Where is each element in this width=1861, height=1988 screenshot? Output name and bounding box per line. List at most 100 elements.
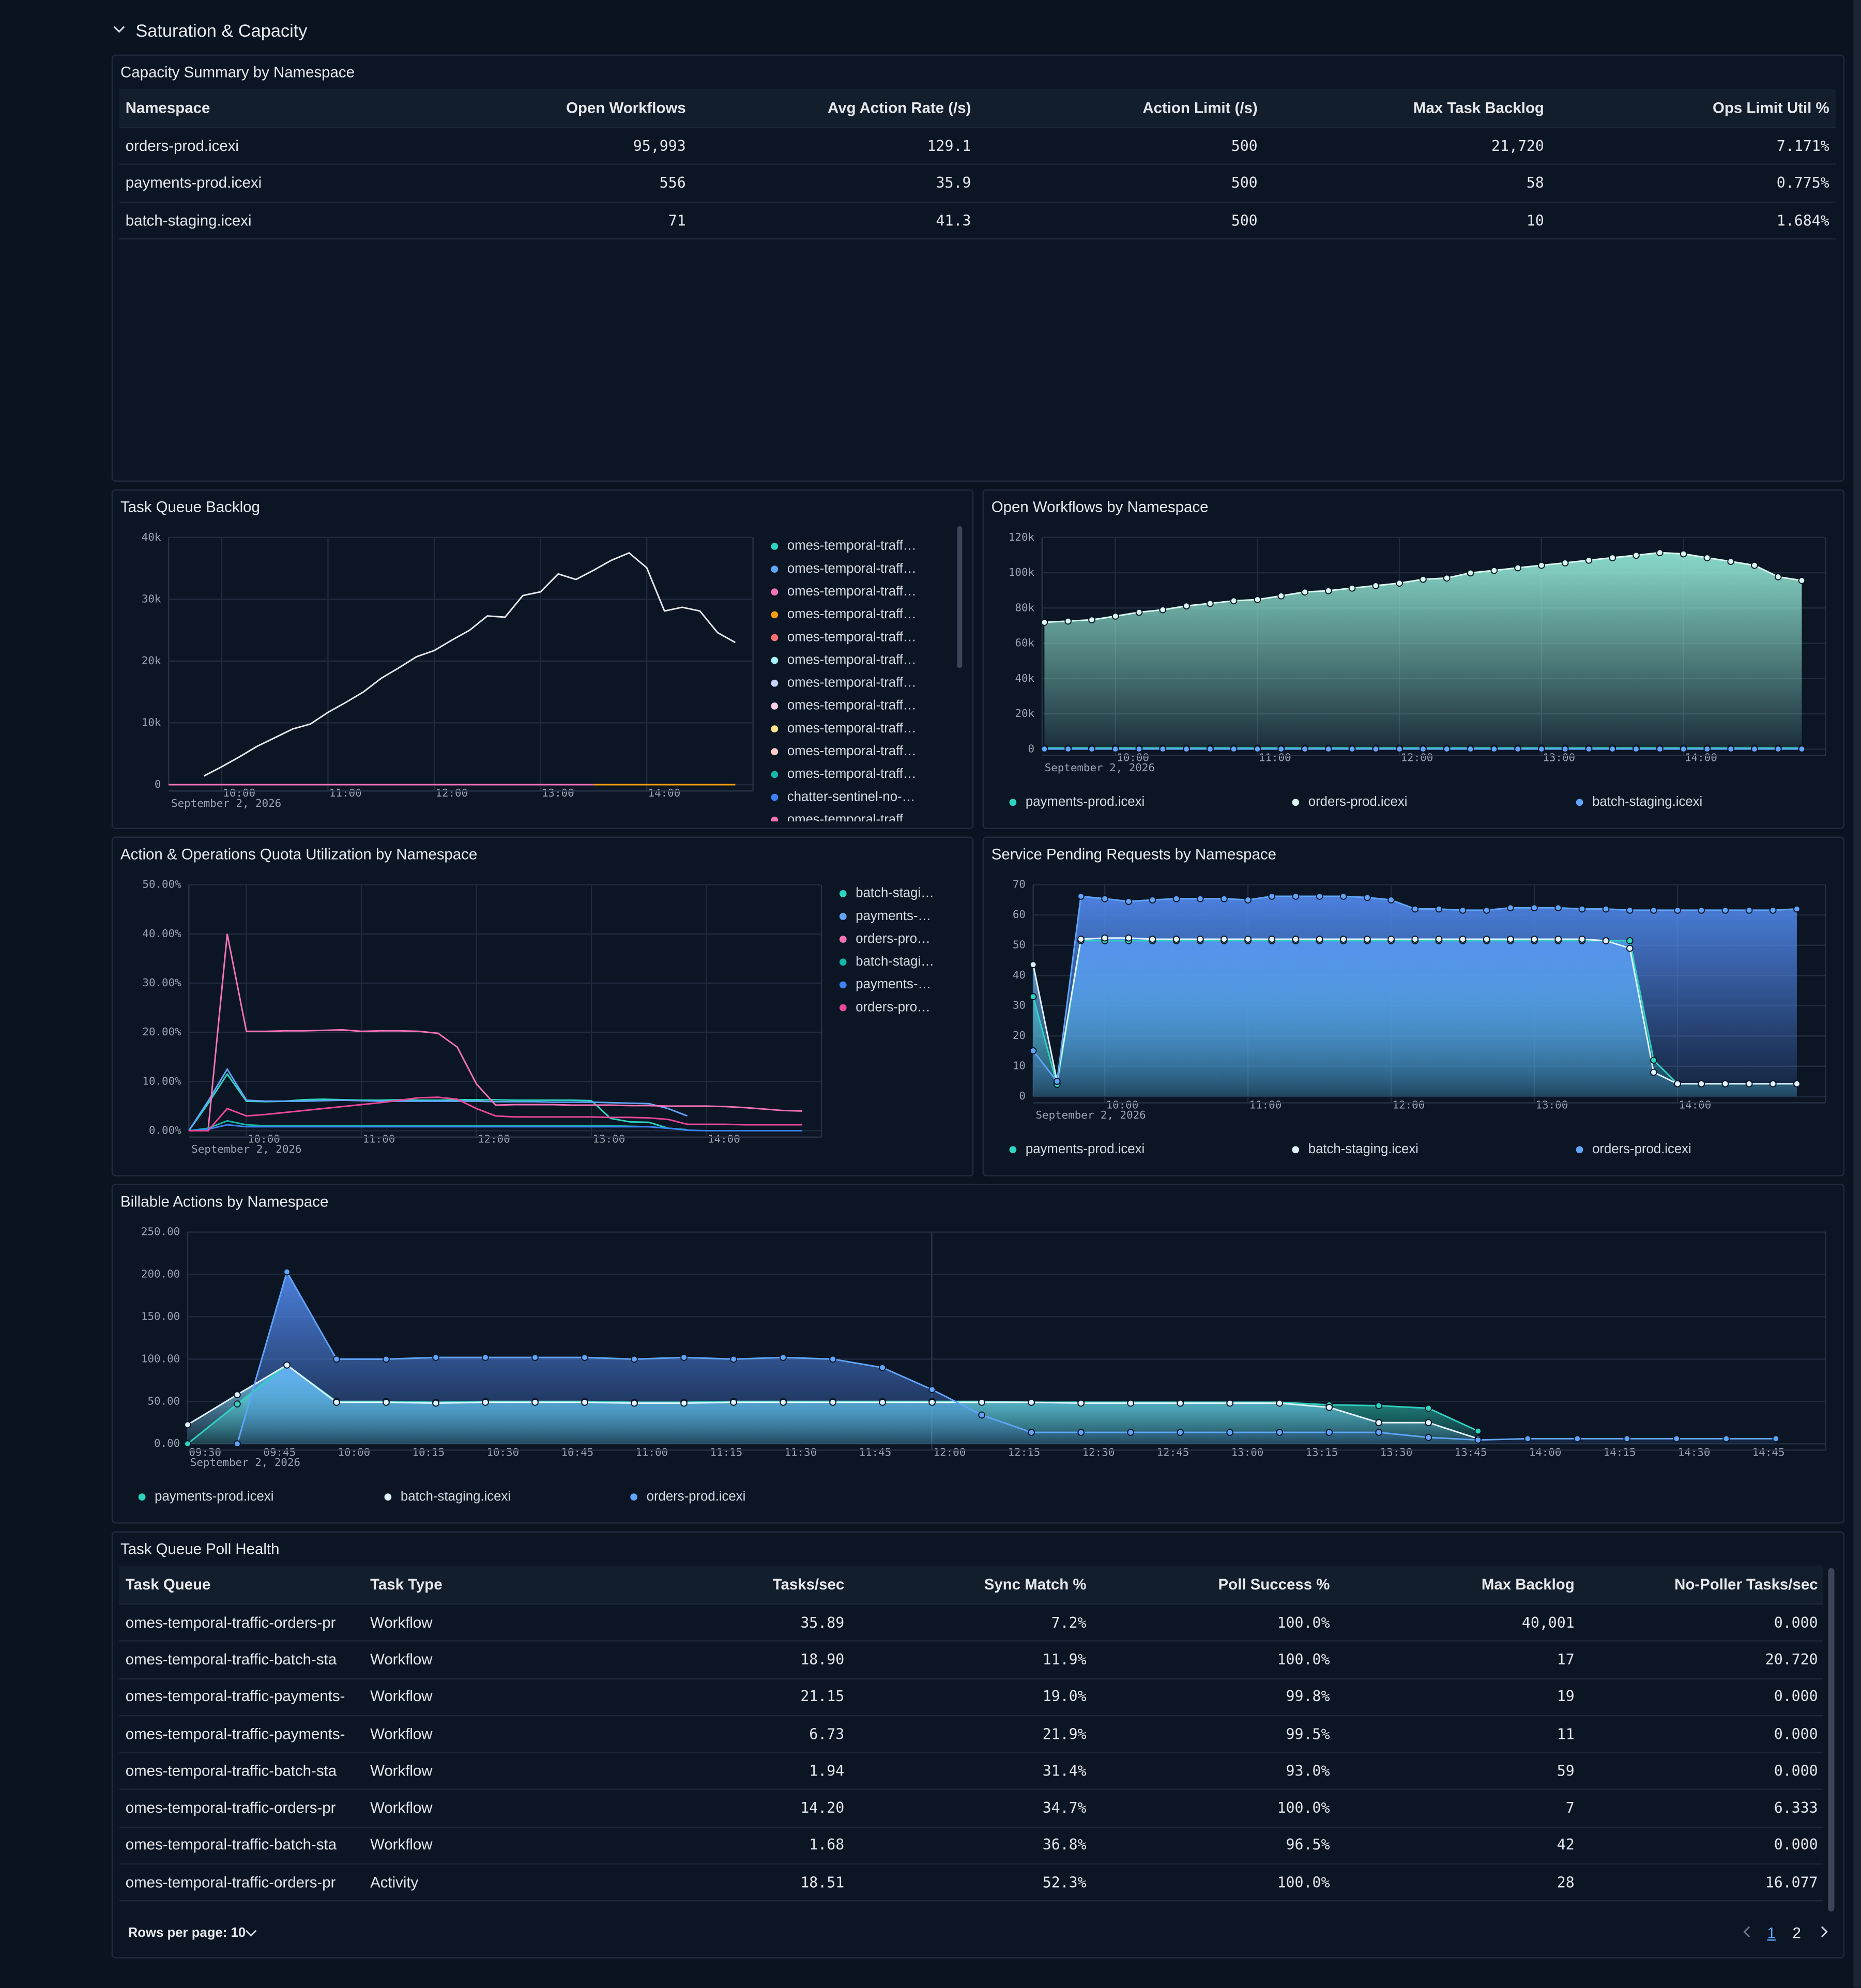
point bbox=[1467, 745, 1474, 753]
dropdown-chevron[interactable] bbox=[243, 1925, 258, 1940]
legend-label: payments-prod.icexi bbox=[1026, 794, 1145, 809]
point bbox=[1364, 936, 1371, 943]
point bbox=[1467, 569, 1474, 577]
y-tick-label: 250.00 bbox=[141, 1226, 180, 1238]
table-cell: Workflow bbox=[370, 1724, 433, 1742]
table-row bbox=[119, 1789, 1823, 1828]
point bbox=[1125, 934, 1133, 942]
next-page[interactable] bbox=[1817, 1924, 1832, 1939]
x-tick-label: 12:00 bbox=[478, 1133, 510, 1145]
point bbox=[283, 1361, 291, 1369]
point bbox=[1177, 1429, 1184, 1436]
point bbox=[1774, 745, 1782, 753]
table-cell: 0.000 bbox=[1774, 1836, 1818, 1854]
table-cell: 52.3% bbox=[1042, 1873, 1087, 1891]
rows-per-page[interactable]: Rows per page: 10 bbox=[128, 1925, 246, 1941]
point bbox=[780, 1354, 787, 1361]
table-cell: 0.000 bbox=[1774, 1762, 1818, 1780]
column-header: No-Poller Tasks/sec bbox=[1674, 1576, 1818, 1594]
table-cell: 31.4% bbox=[1042, 1762, 1087, 1780]
y-tick-label: 0.00 bbox=[154, 1437, 180, 1449]
column-header: Tasks/sec bbox=[772, 1576, 845, 1594]
point bbox=[1111, 745, 1119, 753]
point bbox=[730, 1355, 737, 1363]
date-label: September 2, 2026 bbox=[190, 1456, 300, 1469]
point bbox=[1772, 1435, 1780, 1443]
point bbox=[1650, 1057, 1657, 1064]
point bbox=[1609, 554, 1616, 561]
point bbox=[1514, 564, 1521, 572]
point bbox=[1125, 898, 1133, 905]
table-row bbox=[119, 1715, 1823, 1753]
page-link[interactable]: 1 bbox=[1767, 1924, 1776, 1942]
panel bbox=[111, 489, 974, 829]
legend-swatch bbox=[771, 679, 779, 687]
collapse-chevron[interactable] bbox=[112, 23, 127, 38]
table-cell: omes-temporal-traffic-orders-pr bbox=[125, 1799, 336, 1817]
point bbox=[1172, 895, 1180, 903]
table-scrollbar[interactable] bbox=[1828, 1568, 1835, 1912]
x-tick-label: 12:30 bbox=[1082, 1446, 1115, 1458]
legend-scrollbar[interactable] bbox=[957, 526, 963, 668]
legend: payments-prod.icexi batch-staging.icexi or… bbox=[138, 1489, 745, 1504]
y-tick-label: 70 bbox=[1013, 878, 1026, 891]
point bbox=[1028, 1429, 1035, 1436]
point bbox=[1207, 745, 1214, 753]
table-cell: 99.8% bbox=[1286, 1687, 1330, 1705]
table-cell: omes-temporal-traffic-batch-sta bbox=[125, 1762, 337, 1780]
point bbox=[1698, 906, 1705, 914]
legend-swatch bbox=[630, 1493, 638, 1501]
column-header: Max Backlog bbox=[1481, 1576, 1575, 1594]
page-scrollbar[interactable] bbox=[1853, 0, 1861, 1988]
prev-page[interactable] bbox=[1740, 1924, 1755, 1939]
y-tick-label: 40.00% bbox=[142, 927, 181, 940]
x-tick-label: 13:15 bbox=[1306, 1446, 1338, 1458]
legend-label: batch-staging.icexi bbox=[1308, 1142, 1418, 1156]
x-tick-label: 11:00 bbox=[635, 1446, 668, 1458]
table-cell: 1.68 bbox=[809, 1836, 845, 1854]
point bbox=[1111, 613, 1119, 620]
line bbox=[189, 1124, 803, 1131]
table-cell: 100.0% bbox=[1277, 1873, 1330, 1891]
column-header: Max Task Backlog bbox=[1413, 99, 1544, 117]
legend-swatch bbox=[839, 958, 847, 966]
point bbox=[1798, 745, 1806, 753]
y-tick-label: 20k bbox=[142, 654, 161, 667]
table-row bbox=[119, 1603, 1823, 1642]
point bbox=[1561, 745, 1569, 753]
page-link[interactable]: 2 bbox=[1792, 1924, 1801, 1942]
y-tick-label: 200.00 bbox=[141, 1268, 180, 1280]
x-tick-label: 11:15 bbox=[710, 1446, 743, 1458]
y-tick-label: 30k bbox=[142, 592, 161, 605]
table-cell: batch-staging.icexi bbox=[125, 211, 252, 229]
y-tick-label: 40k bbox=[1015, 672, 1034, 684]
point bbox=[1372, 582, 1380, 589]
x-tick-label: 11:00 bbox=[1259, 751, 1291, 763]
point bbox=[1411, 936, 1419, 943]
table-cell: 100.0% bbox=[1277, 1613, 1330, 1631]
point bbox=[383, 1399, 390, 1406]
point bbox=[1793, 905, 1801, 913]
point bbox=[730, 1399, 737, 1406]
point bbox=[234, 1440, 241, 1448]
x-tick-label: 12:00 bbox=[1401, 751, 1433, 763]
point bbox=[1276, 1399, 1284, 1407]
column-header: Sync Match % bbox=[984, 1576, 1087, 1594]
legend: batch-stagi… payments-… orders-pro… batch-s… bbox=[839, 886, 934, 1014]
y-tick-label: 0 bbox=[1019, 1090, 1026, 1102]
area bbox=[237, 1272, 1776, 1444]
point bbox=[1727, 745, 1735, 753]
column-header: Task Type bbox=[370, 1576, 443, 1594]
x-tick-label: 14:30 bbox=[1678, 1446, 1711, 1458]
table-cell: 59 bbox=[1557, 1762, 1575, 1780]
point bbox=[1301, 588, 1308, 596]
point bbox=[1221, 936, 1228, 943]
table-cell: 96.5% bbox=[1286, 1836, 1330, 1854]
point bbox=[1490, 567, 1498, 574]
table-cell: orders-prod.icexi bbox=[125, 136, 239, 155]
x-tick-label: 10:30 bbox=[486, 1446, 519, 1458]
legend-label: orders-pro… bbox=[856, 1000, 930, 1014]
legend-label: omes-temporal-traff… bbox=[787, 676, 917, 690]
point bbox=[1029, 993, 1037, 1001]
point bbox=[1041, 745, 1048, 753]
